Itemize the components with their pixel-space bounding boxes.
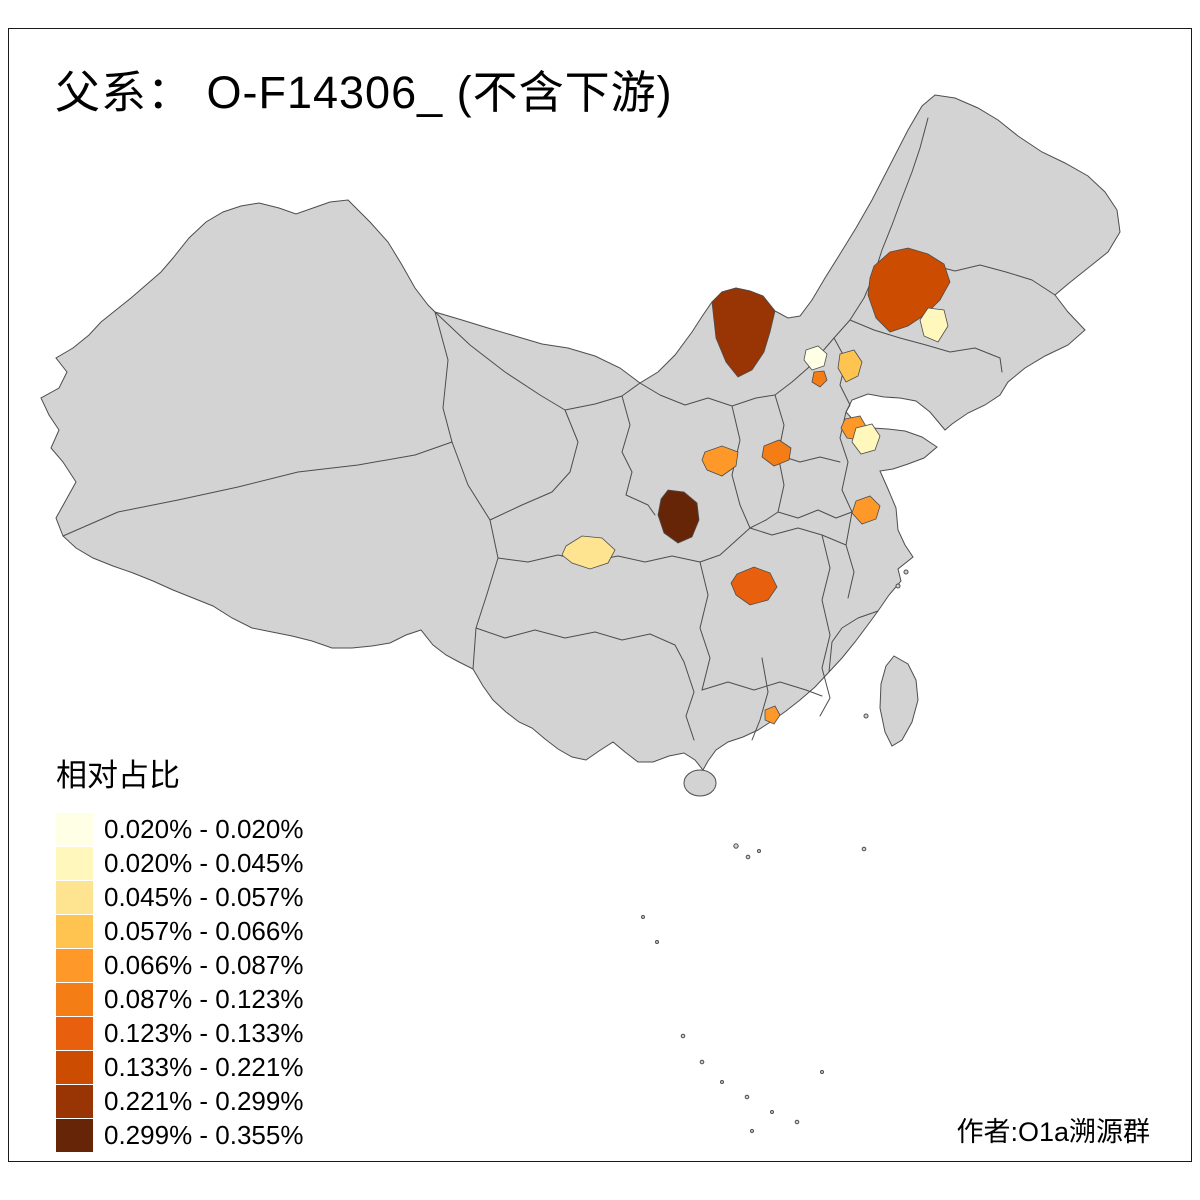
legend-item: 0.123% - 0.133% (56, 1017, 303, 1050)
legend-swatch (56, 1119, 93, 1152)
legend-title: 相对占比 (56, 758, 180, 793)
legend-label: 0.020% - 0.020% (104, 814, 304, 844)
legend-swatch (56, 813, 93, 846)
taiwan-island (879, 655, 919, 747)
legend-item: 0.133% - 0.221% (56, 1051, 303, 1084)
legend-item: 0.066% - 0.087% (56, 949, 303, 982)
legend-swatch (56, 847, 93, 880)
region-shandong-north-pale (851, 423, 881, 455)
page-title: 父系： O-F14306_ (不含下游) (55, 67, 673, 118)
legend-swatch (56, 881, 93, 914)
islands (641, 569, 919, 1133)
region-hubei-south (730, 566, 778, 606)
legend-label: 0.123% - 0.133% (104, 1018, 304, 1048)
legend-item: 0.020% - 0.020% (56, 813, 303, 846)
legend-label: 0.066% - 0.087% (104, 950, 304, 980)
china-mainland (40, 94, 1121, 771)
legend-label: 0.221% - 0.299% (104, 1086, 304, 1116)
legend-swatch (56, 915, 93, 948)
region-anhui-north (851, 495, 881, 525)
province-borders (62, 117, 1056, 741)
legend-item: 0.087% - 0.123% (56, 983, 303, 1016)
region-henan-north (761, 439, 792, 467)
region-inner-mongolia-central (711, 287, 776, 378)
legend: 相对占比 0.020% - 0.020% 0.020% - 0.045% 0.045… (56, 750, 303, 1153)
legend-swatch (56, 1051, 93, 1084)
coastal-islet (903, 569, 909, 575)
legend-item: 0.299% - 0.355% (56, 1119, 303, 1152)
legend-items: 0.020% - 0.020% 0.020% - 0.045% 0.045% - 0… (56, 813, 303, 1152)
highlighted-regions (561, 247, 951, 725)
region-jilin-west (867, 247, 951, 333)
legend-swatch (56, 1017, 93, 1050)
region-guangdong-central (764, 705, 781, 725)
author-credit: 作者:O1a溯源群 (956, 1117, 1150, 1147)
region-beijing (803, 345, 828, 371)
legend-label: 0.299% - 0.355% (104, 1120, 304, 1150)
legend-label: 0.057% - 0.066% (104, 916, 304, 946)
legend-item: 0.221% - 0.299% (56, 1085, 303, 1118)
south-china-sea-islands (641, 843, 867, 1133)
region-beijing-south-dot (811, 370, 828, 388)
coastal-islet (895, 583, 901, 589)
region-shaanxi-central (657, 489, 700, 544)
legend-label: 0.133% - 0.221% (104, 1052, 304, 1082)
legend-swatch (56, 949, 93, 982)
hainan-island (683, 769, 717, 797)
coastal-islet (863, 713, 869, 719)
legend-item: 0.057% - 0.066% (56, 915, 303, 948)
region-jilin-south-pale (919, 307, 949, 343)
region-shanxi-southeast (701, 445, 739, 477)
mainland-outline (40, 94, 1121, 771)
region-tianjin-tangshan (837, 349, 863, 383)
legend-swatch (56, 1085, 93, 1118)
legend-label: 0.045% - 0.057% (104, 882, 304, 912)
legend-label: 0.087% - 0.123% (104, 984, 304, 1014)
legend-item: 0.045% - 0.057% (56, 881, 303, 914)
legend-label: 0.020% - 0.045% (104, 848, 304, 878)
legend-swatch (56, 983, 93, 1016)
legend-item: 0.020% - 0.045% (56, 847, 303, 880)
region-sichuan-chengdu (561, 535, 616, 570)
